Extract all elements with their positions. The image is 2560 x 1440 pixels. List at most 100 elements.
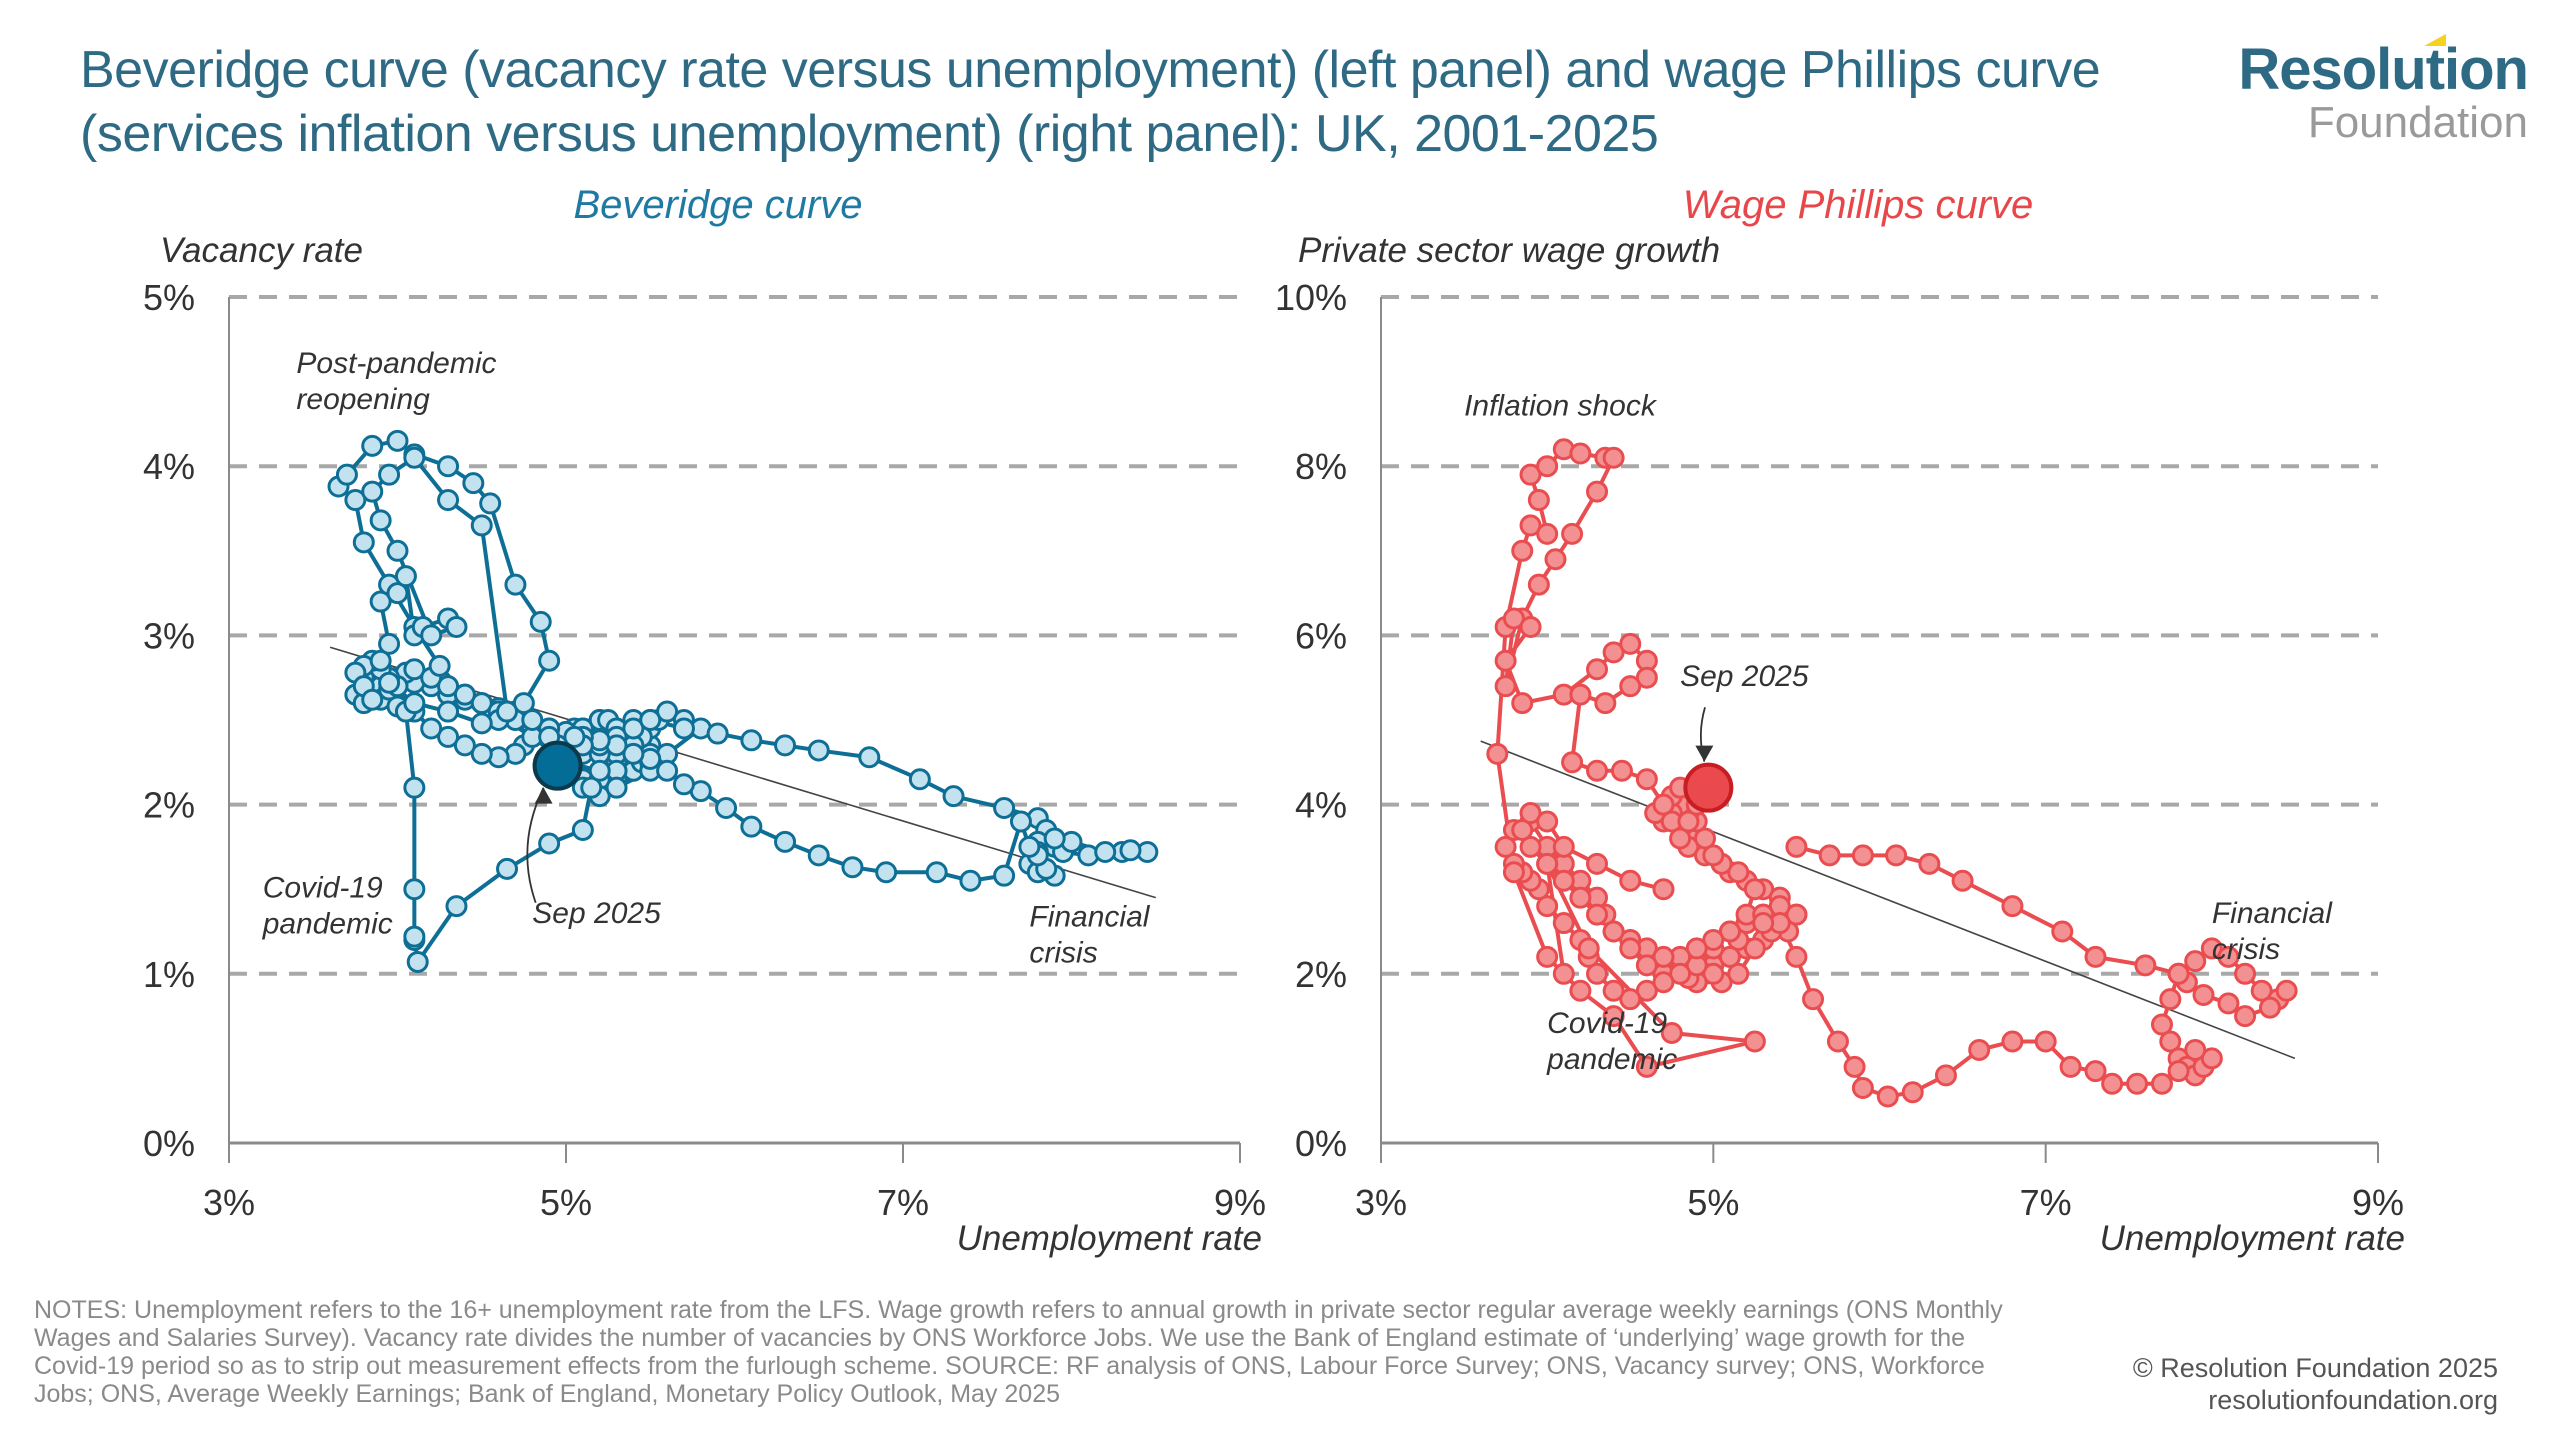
phillips-data-point (2258, 996, 2281, 1019)
phillips-data-point (1951, 869, 1974, 892)
phillips-data-point (1826, 1030, 1849, 1053)
beveridge-annotation: Post-pandemic reopening (296, 347, 496, 416)
phillips-data-point (1569, 886, 1592, 909)
beveridge-data-point (715, 796, 738, 819)
beveridge-panel: Beveridge curve Vacancy rate Unemploymen… (143, 183, 1266, 1258)
beveridge-data-point (394, 565, 417, 588)
beveridge-data-point (403, 692, 426, 715)
beveridge-data-point (437, 725, 460, 748)
phillips-data-point (1652, 878, 1675, 901)
beveridge-data-point (445, 615, 468, 638)
beveridge-arrowhead-icon (534, 787, 553, 804)
phillips-data-point (1569, 683, 1592, 706)
beveridge-x-axis-label: Unemployment rate (957, 1219, 1262, 1258)
beveridge-data-point (1018, 835, 1041, 858)
beveridge-data-point (774, 830, 797, 853)
beveridge-data-point (378, 463, 401, 486)
phillips-data-point (2234, 1005, 2257, 1028)
beveridge-data-point (1043, 827, 1066, 850)
beveridge-x-tick-label: 7% (877, 1182, 929, 1223)
phillips-data-point (1536, 852, 1559, 875)
phillips-data-point (1918, 852, 1941, 875)
phillips-data-point (1536, 810, 1559, 833)
phillips-data-point (1602, 1005, 1625, 1028)
beveridge-data-point (352, 531, 375, 554)
phillips-data-point (2167, 962, 2190, 985)
resolution-foundation-logo: Resolution Foundation (2228, 34, 2529, 147)
phillips-data-point (2034, 1030, 2057, 1053)
phillips-data-point (2084, 945, 2107, 968)
phillips-data-point (1511, 692, 1534, 715)
beveridge-data-point (858, 746, 881, 769)
phillips-data-point (1494, 675, 1517, 698)
phillips-data-point (2126, 1072, 2149, 1095)
beveridge-data-point (622, 742, 645, 765)
phillips-data-point (1968, 1038, 1991, 1061)
phillips-data-point (2200, 937, 2223, 960)
beveridge-data-point (740, 815, 763, 838)
phillips-data-point (2001, 895, 2024, 918)
phillips-data-point (2001, 1030, 2024, 1053)
phillips-data-point (1843, 1055, 1866, 1078)
phillips-data-point (1486, 742, 1509, 765)
beveridge-x-tick-label: 5% (540, 1182, 592, 1223)
phillips-data-point (1519, 463, 1542, 486)
beveridge-data-point (369, 509, 392, 532)
logo-foundation: Foundation (2307, 98, 2528, 147)
logo-resolution: Resolution (2228, 34, 2529, 100)
beveridge-data-point (496, 700, 519, 723)
phillips-data-point (1785, 835, 1808, 858)
website-link[interactable]: resolutionfoundation.org (2208, 1385, 2498, 1415)
phillips-data-point (1586, 480, 1609, 503)
phillips-x-tick-label: 7% (2020, 1182, 2072, 1223)
phillips-data-point (1743, 1030, 1766, 1053)
phillips-data-point (1619, 937, 1642, 960)
phillips-data-point (1569, 979, 1592, 1002)
phillips-data-point (1544, 548, 1567, 571)
beveridge-data-point (656, 759, 679, 782)
beveridge-data-point (1119, 839, 1142, 862)
phillips-data-point (1669, 827, 1692, 850)
beveridge-data-point (993, 864, 1016, 887)
phillips-trend-line (1480, 740, 2296, 1060)
beveridge-data-point (1094, 840, 1117, 863)
beveridge-data-point (361, 688, 384, 711)
beveridge-data-point (538, 649, 561, 672)
phillips-y-tick-label: 4% (1295, 785, 1347, 826)
phillips-data-point (1536, 945, 1559, 968)
phillips-annotation: Sep 2025 (1680, 660, 1809, 693)
phillips-data-point (1602, 641, 1625, 664)
phillips-data-point (2159, 988, 2182, 1011)
phillips-panel: Wage Phillips curve Private sector wage … (1275, 183, 2405, 1258)
phillips-data-point (2150, 1072, 2173, 1095)
beveridge-data-point (378, 632, 401, 655)
phillips-data-point (1702, 844, 1725, 867)
phillips-data-point (1502, 607, 1525, 630)
beveridge-data-point (361, 434, 384, 457)
beveridge-data-point (942, 785, 965, 808)
phillips-data-point (2184, 950, 2207, 973)
phillips-data-point (1635, 768, 1658, 791)
phillips-data-point (1502, 861, 1525, 884)
phillips-data-point (1519, 514, 1542, 537)
beveridge-data-point (420, 624, 443, 647)
phillips-data-point (2275, 979, 2298, 1002)
phillips-data-point (1552, 835, 1575, 858)
beveridge-data-point (470, 742, 493, 765)
phillips-data-point (1876, 1085, 1899, 1108)
phillips-data-point (1602, 920, 1625, 943)
beveridge-data-point (807, 739, 830, 762)
phillips-data-point (1586, 852, 1609, 875)
phillips-y-axis-label: Private sector wage growth (1298, 231, 1720, 270)
phillips-data-point (1619, 632, 1642, 655)
phillips-data-point (1635, 1055, 1658, 1078)
beveridge-data-point (437, 675, 460, 698)
phillips-annotation: Covid-19 pandemic (1546, 1007, 1677, 1076)
phillips-data-point (1694, 827, 1717, 850)
beveridge-data-point (470, 712, 493, 735)
phillips-data-point (1536, 895, 1559, 918)
beveridge-data-point (406, 950, 429, 973)
phillips-data-point (1743, 937, 1766, 960)
beveridge-y-tick-label: 2% (143, 785, 195, 826)
phillips-data-point (1527, 573, 1550, 596)
